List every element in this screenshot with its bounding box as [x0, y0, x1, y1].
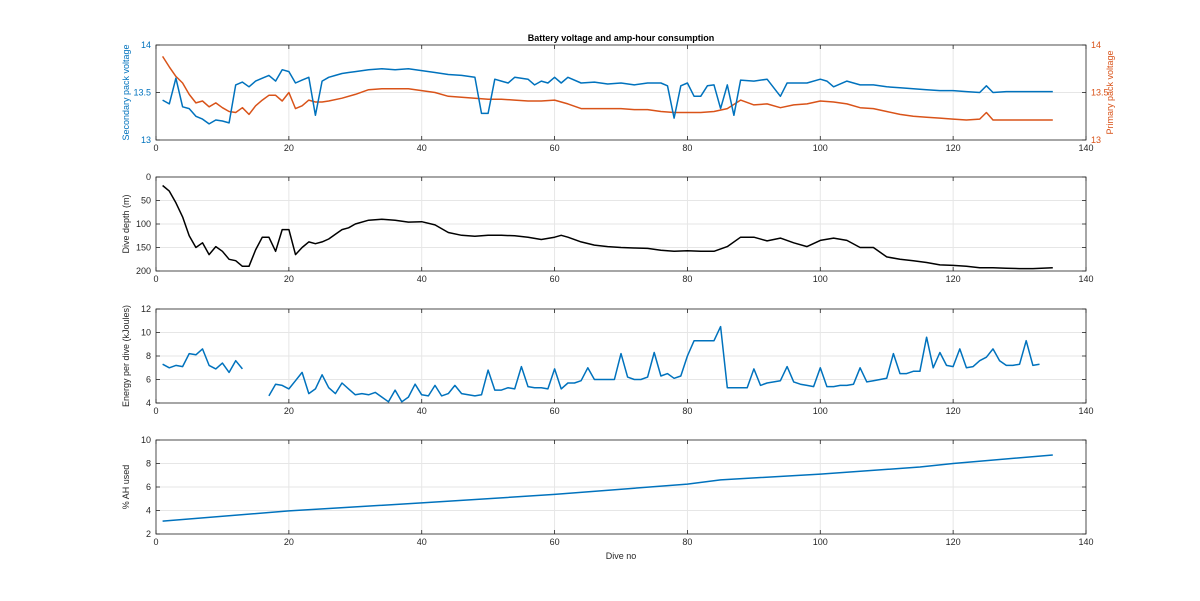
x-tick-label: 140 [1078, 406, 1093, 416]
panel-dive-depth: 0 20 40 60 80 100 120 140 0 50 100 150 200 Dive depth… [121, 172, 1094, 284]
y-right-tick-label: 13.5 [1091, 88, 1109, 98]
series-line-ah-used [162, 454, 1053, 522]
y-tick-label: 4 [146, 506, 151, 516]
y-tick-label: 14 [141, 40, 151, 50]
x-axis-label: Dive no [606, 551, 637, 561]
y-tick-label: 150 [136, 243, 151, 253]
x-tick-label: 120 [946, 143, 961, 153]
figure-title: Battery voltage and amp-hour consumption [528, 33, 715, 43]
x-tick-label: 60 [550, 537, 560, 547]
x-tick-label: 0 [153, 406, 158, 416]
y-right-tick-label: 14 [1091, 40, 1101, 50]
panel-energy-per-dive: 0 20 40 60 80 100 120 140 4 6 8 10 12 Energy per dive… [121, 304, 1094, 416]
x-tick-label: 100 [813, 406, 828, 416]
y-axis-label: Energy per dive (kJoules) [121, 305, 131, 407]
x-tick-label: 140 [1078, 143, 1093, 153]
y-tick-label: 0 [146, 172, 151, 182]
x-tick-label: 140 [1078, 274, 1093, 284]
x-tick-label: 100 [813, 143, 828, 153]
y-tick-label: 100 [136, 219, 151, 229]
series-line-primary-voltage [161, 55, 1053, 121]
y-tick-label: 2 [146, 529, 151, 539]
x-tick-label: 140 [1078, 537, 1093, 547]
series-line-energy-segment-2 [268, 325, 1040, 403]
x-tick-label: 80 [682, 143, 692, 153]
y-tick-label: 8 [146, 351, 151, 361]
y-tick-label: 10 [141, 328, 151, 338]
x-tick-label: 20 [284, 274, 294, 284]
x-tick-label: 0 [153, 143, 158, 153]
panel-ah-used: 0 20 40 60 80 100 120 140 2 4 6 8 10 % AH used [121, 435, 1094, 547]
y-right-axis-label: Primary pack voltage [1105, 50, 1115, 134]
y-tick-label: 200 [136, 266, 151, 276]
x-tick-label: 60 [550, 274, 560, 284]
series-line-secondary-voltage [162, 68, 1053, 125]
y-tick-label: 6 [146, 375, 151, 385]
x-tick-label: 80 [682, 406, 692, 416]
x-tick-label: 20 [284, 537, 294, 547]
y-tick-label: 50 [141, 196, 151, 206]
x-tick-label: 60 [550, 143, 560, 153]
x-tick-label: 120 [946, 406, 961, 416]
y-right-tick-label: 13 [1091, 135, 1101, 145]
y-tick-label: 12 [141, 304, 151, 314]
x-tick-label: 40 [417, 537, 427, 547]
y-tick-label: 13 [141, 135, 151, 145]
x-tick-label: 60 [550, 406, 560, 416]
series-line-energy-segment-1 [162, 348, 243, 374]
y-axis-label: Dive depth (m) [121, 194, 131, 253]
x-tick-label: 0 [153, 537, 158, 547]
y-axis-label: Secondary pack voltage [121, 44, 131, 140]
y-axis-label: % AH used [121, 465, 131, 510]
x-tick-label: 20 [284, 143, 294, 153]
y-tick-label: 10 [141, 435, 151, 445]
x-tick-label: 80 [682, 274, 692, 284]
x-tick-label: 120 [946, 537, 961, 547]
x-tick-label: 40 [417, 406, 427, 416]
x-tick-label: 0 [153, 274, 158, 284]
x-tick-label: 40 [417, 274, 427, 284]
series-line-dive-depth [162, 184, 1053, 270]
x-tick-label: 100 [813, 537, 828, 547]
x-tick-label: 120 [946, 274, 961, 284]
x-tick-label: 100 [813, 274, 828, 284]
x-tick-label: 20 [284, 406, 294, 416]
y-tick-label: 13.5 [133, 88, 151, 98]
x-tick-label: 80 [682, 537, 692, 547]
y-tick-label: 4 [146, 398, 151, 408]
y-tick-label: 8 [146, 459, 151, 469]
x-tick-label: 40 [417, 143, 427, 153]
y-tick-label: 6 [146, 482, 151, 492]
